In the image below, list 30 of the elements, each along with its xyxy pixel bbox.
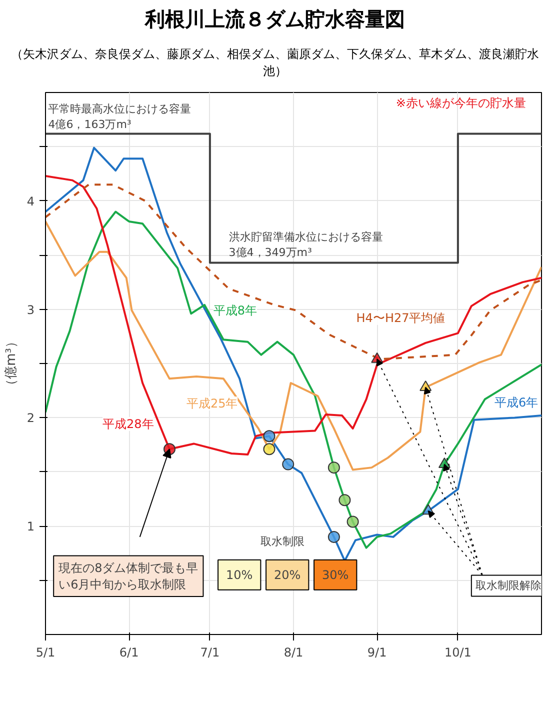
y-tick-label: 3	[26, 302, 35, 317]
annotation: 現在の8ダム体制で最も早い6月中旬から取水制限	[58, 560, 198, 592]
chart-title: 利根川上流８ダム貯水容量図	[145, 6, 405, 33]
line-series	[46, 146, 542, 562]
y-axis-title: （億m³）	[4, 334, 19, 392]
annotation: 取水制限	[260, 534, 305, 548]
series-label: 平成6年	[494, 396, 538, 410]
line-series	[46, 210, 542, 549]
x-tick-label: 5/1	[36, 645, 56, 660]
x-tick-label: 6/1	[119, 645, 139, 660]
x-tick-label: 8/1	[284, 645, 304, 660]
chart-subtitle: （矢木沢ダム、奈良俣ダム、藤原ダム、相俣ダム、薗原ダム、下久保ダム、草木ダム、渡良瀬貯水池）	[10, 46, 540, 80]
annotation: ※赤い線が今年の貯水量	[396, 96, 526, 110]
line-series	[46, 220, 542, 471]
x-tick-label: 10/1	[444, 645, 472, 660]
x-tick-label: 9/1	[367, 645, 387, 660]
y-tick-label: 4	[26, 194, 35, 208]
series-label: 平成8年	[213, 303, 258, 318]
annotation: 30%	[322, 568, 349, 582]
annotation: 洪水貯留準備水位における容量 3億4，349万m³	[228, 230, 383, 259]
series-label: 平成28年	[102, 416, 154, 431]
y-tick-label: 2	[26, 411, 35, 426]
annotation: 20%	[274, 568, 301, 582]
y-tick-label: 1	[26, 519, 35, 534]
annotation: 10%	[226, 568, 253, 582]
annotation: 平常時最高水位における容量 4億6，163万m³	[48, 102, 192, 131]
annotation: 取水制限解除	[475, 579, 542, 592]
series-label: H4〜H27平均値	[356, 310, 446, 325]
series-label: 平成25年	[186, 396, 238, 410]
x-tick-label: 7/1	[200, 645, 220, 660]
